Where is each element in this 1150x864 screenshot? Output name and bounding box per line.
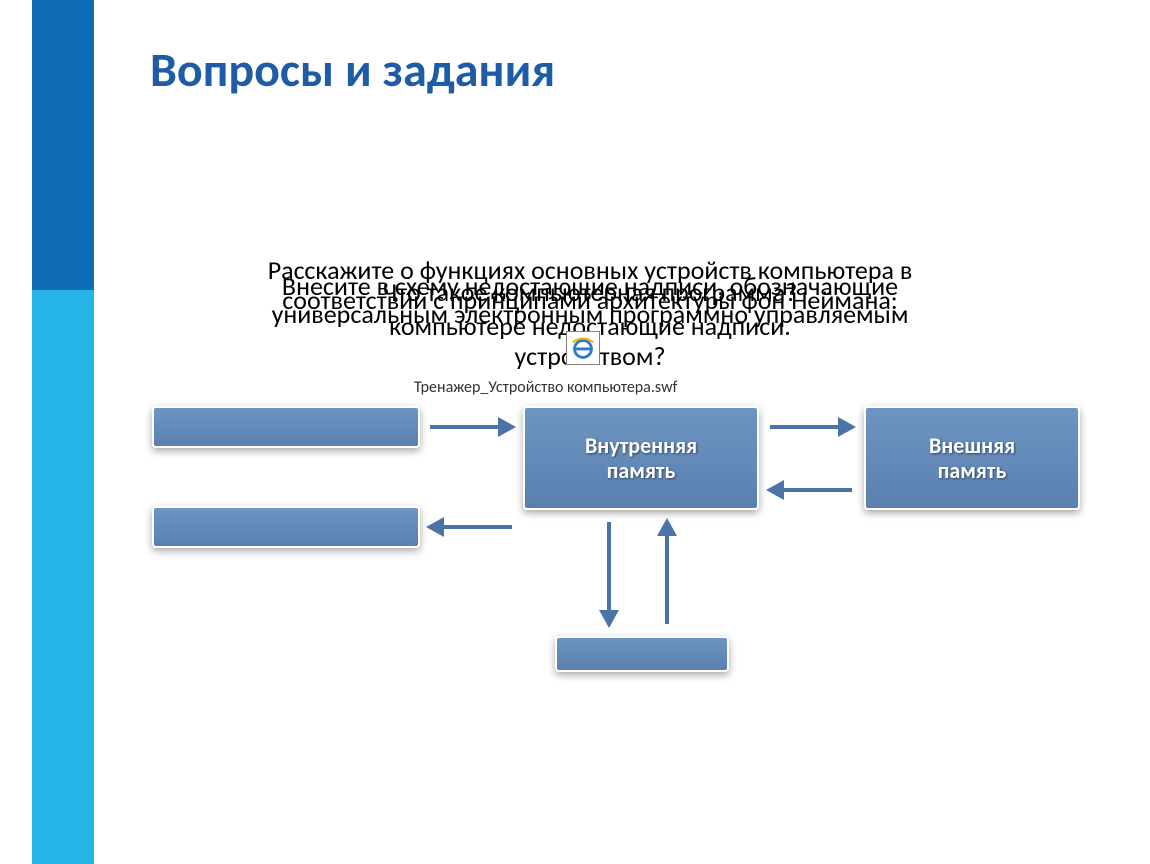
ie-icon bbox=[566, 331, 600, 365]
diagram-node-n_internal: Внутренняяпамять bbox=[523, 406, 759, 510]
diagram-node-n1_top bbox=[152, 406, 420, 448]
diagram-arrow bbox=[770, 425, 838, 429]
arrow-head-icon bbox=[599, 610, 619, 628]
sidebar-accent-bottom bbox=[32, 290, 94, 864]
slide: Вопросы и задания Расскажите о функциях … bbox=[0, 0, 1150, 864]
arrow-head-icon bbox=[657, 518, 677, 536]
arrow-head-icon bbox=[498, 417, 516, 437]
slide-title: Вопросы и задания bbox=[150, 40, 555, 99]
diagram-arrow bbox=[784, 488, 852, 492]
arrow-head-icon bbox=[426, 517, 444, 537]
diagram-arrow bbox=[665, 536, 669, 624]
diagram-node-n1_bottom bbox=[152, 506, 420, 548]
diagram-node-n_external: Внешняяпамять bbox=[864, 406, 1080, 510]
arrow-head-icon bbox=[838, 417, 856, 437]
diagram-node-label: Внешняяпамять bbox=[929, 433, 1015, 484]
swf-file-label: Тренажер_Устройство компьютера.swf bbox=[414, 378, 677, 397]
sidebar-accent-top bbox=[32, 0, 94, 290]
diagram-node-n_bottom bbox=[555, 636, 729, 672]
diagram-node-label: Внутренняяпамять bbox=[585, 433, 697, 484]
diagram-arrow bbox=[444, 525, 512, 529]
arrow-head-icon bbox=[766, 480, 784, 500]
diagram-arrow bbox=[430, 425, 498, 429]
diagram-arrow bbox=[607, 522, 611, 610]
